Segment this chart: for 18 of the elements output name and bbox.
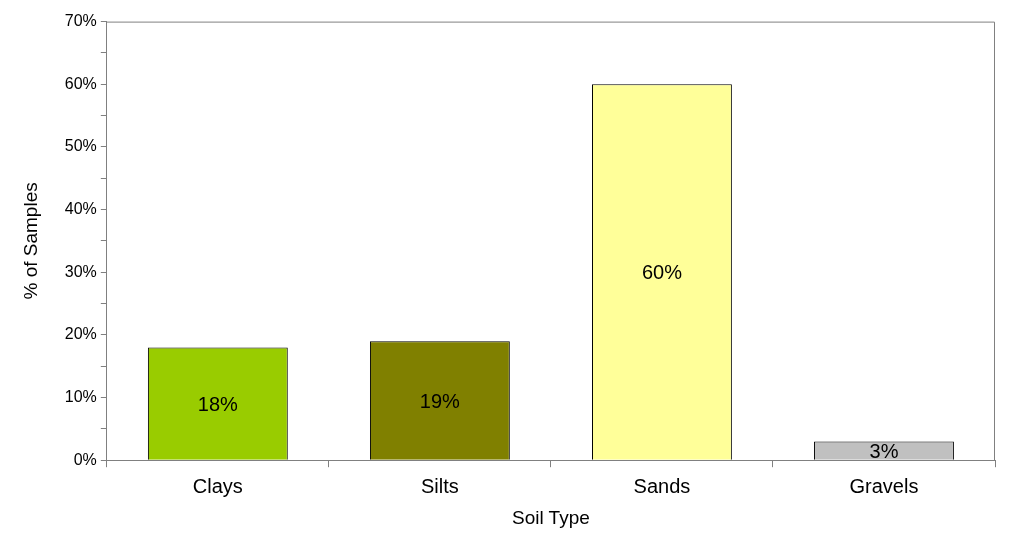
x-tick-label: Silts [420, 474, 459, 497]
y-tick-label: 20% [64, 325, 97, 343]
data-label: 3% [869, 440, 899, 463]
x-tick-label: Sands [633, 474, 691, 497]
x-tick-label: Gravels [849, 474, 919, 497]
y-tick-label: 10% [64, 387, 97, 405]
y-tick-label: 60% [64, 74, 97, 92]
y-tick-label: 70% [64, 12, 97, 30]
y-tick-label: 50% [64, 137, 97, 155]
y-axis-title: % of Samples [19, 182, 41, 300]
data-label: 18% [197, 393, 239, 416]
y-tick-label: 40% [64, 199, 97, 217]
data-label: 19% [419, 389, 461, 412]
x-axis-title: Soil Type [512, 506, 590, 528]
data-label: 60% [641, 261, 683, 284]
y-tick-label: 0% [73, 450, 97, 468]
y-tick-label: 30% [64, 262, 97, 280]
x-tick-label: Clays [192, 474, 243, 497]
